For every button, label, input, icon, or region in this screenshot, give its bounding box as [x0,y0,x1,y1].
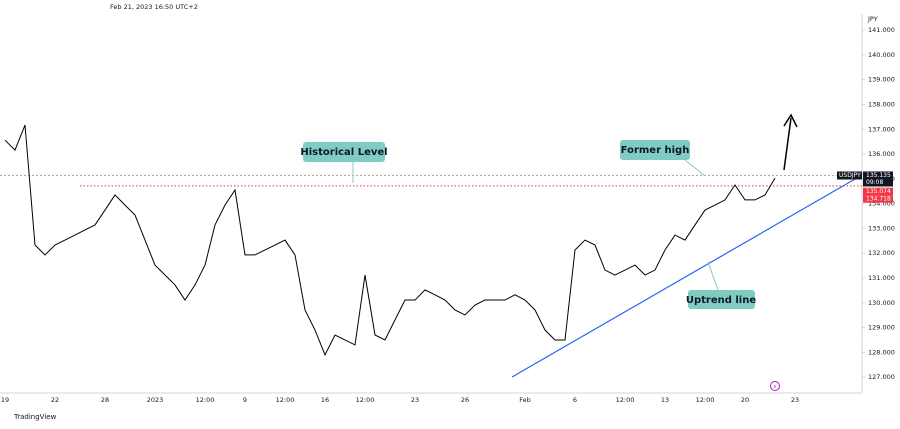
last-price: 135.135 [866,172,891,179]
x-tick-label: Feb [519,396,531,404]
y-tick-label: 127.000 [868,373,895,381]
level-label: 135.074 [866,188,891,195]
y-tick-label: 132.000 [868,249,895,257]
x-tick-label: 28 [101,396,109,404]
trend-line [511,174,863,378]
header: Feb 21, 2023 16:50 UTC+2 [110,3,198,11]
x-tick-label: 22 [51,396,59,404]
pointer [707,261,719,291]
y-tick-label: 133.000 [868,224,895,232]
x-tick-label: 12:00 [616,396,635,404]
level-tag [863,195,893,203]
x-tick-label: 12:00 [196,396,215,404]
arrow [783,117,792,171]
y-tick-label: 129.000 [868,324,895,332]
x-tick-label: 16 [321,396,329,404]
x-tick-label: 19 [1,396,9,404]
event-icon[interactable]: ⚡ [773,384,777,391]
x-tick-label: 20 [741,396,749,404]
brand: TradingView [13,413,57,421]
countdown: 09:08 [866,179,883,186]
price-tag [837,171,862,180]
annotation: Former high [621,145,690,156]
annotation: Uptrend line [686,295,757,306]
x-tick-label: 12:00 [276,396,295,404]
y-tick-label: 140.000 [868,51,895,59]
y-tick-label: 128.000 [868,348,895,356]
x-tick-label: 9 [243,396,247,404]
price-tag [863,171,893,187]
x-tick-label: 12:00 [696,396,715,404]
currency: JPY [867,15,878,23]
callout [620,140,690,160]
x-tick-label: 23 [411,396,419,404]
x-tick-label: 26 [461,396,469,404]
y-tick-label: 139.000 [868,76,895,84]
symbol-tag: USDJPY [839,172,861,179]
event-icon[interactable] [770,381,780,391]
y-tick-label: 137.000 [868,125,895,133]
level-tag [863,187,893,196]
arrow-head [783,113,798,128]
y-tick-label: 130.000 [868,299,895,307]
x-tick-label: 2023 [147,396,164,404]
callout [688,290,755,309]
callout [303,142,385,162]
y-tick-label: 141.000 [868,26,895,34]
annotation: Historical Level [300,147,387,158]
x-tick-label: 23 [791,396,799,404]
y-tick-label: 138.000 [868,100,895,108]
price-line [4,124,776,357]
y-tick-label: 134.000 [868,200,895,208]
x-tick-label: 6 [573,396,577,404]
x-tick-label: 12:00 [356,396,375,404]
x-tick-label: 13 [661,396,669,404]
y-tick-label: 136.000 [868,150,895,158]
y-tick-label: 131.000 [868,274,895,282]
level-label: 134.718 [866,195,891,202]
pointer [684,159,706,177]
